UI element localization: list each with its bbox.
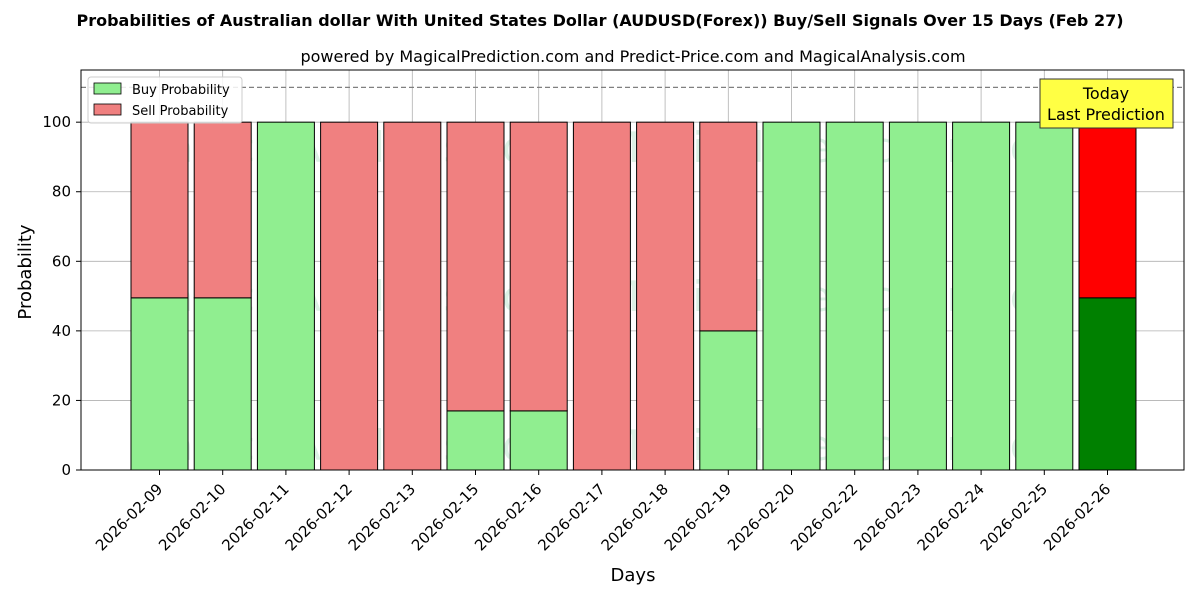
legend: Buy Probability Sell Probability [87, 76, 243, 124]
bar-sell-probability [636, 121, 695, 471]
bar-buy-probability [1078, 297, 1137, 471]
chart-subtitle: powered by MagicalPrediction.com and Pre… [300, 47, 965, 66]
x-tick-label: 2026-02-25 [977, 480, 1051, 554]
y-tick-label: 80 [52, 183, 71, 201]
bar-sell-probability [1078, 121, 1137, 299]
y-tick-label: 100 [42, 113, 71, 131]
bar-buy-probability [193, 297, 252, 471]
y-tick-label: 0 [61, 461, 71, 479]
bar-sell-probability [572, 121, 631, 471]
bar-buy-probability [509, 410, 568, 471]
bar-sell-probability [130, 121, 189, 299]
bar-buy-probability [1015, 121, 1074, 471]
x-tick-label: 2026-02-19 [661, 480, 735, 554]
annotation-box [1039, 78, 1174, 129]
x-axis-label: Days [611, 565, 656, 586]
x-tick-label: 2026-02-11 [218, 480, 292, 554]
x-axis-ticks: 2026-02-092026-02-102026-02-112026-02-12… [92, 470, 1114, 554]
x-tick-label: 2026-02-17 [534, 480, 608, 554]
bar-buy-probability [446, 410, 505, 471]
bar-sell-probability [446, 121, 505, 412]
y-axis-ticks: 0 20 40 60 80 100 [42, 113, 81, 479]
bar-sell-probability [509, 121, 568, 412]
x-tick-label: 2026-02-16 [471, 480, 545, 554]
bar-group [130, 121, 1137, 471]
legend-box [87, 76, 243, 124]
x-tick-label: 2026-02-09 [92, 480, 166, 554]
x-tick-label: 2026-02-12 [282, 480, 356, 554]
y-axis-label: Probability [15, 224, 36, 319]
legend-buy-swatch [93, 82, 122, 95]
bar-buy-probability [256, 121, 315, 471]
bar-buy-probability [130, 297, 189, 471]
x-tick-label: 2026-02-24 [914, 480, 988, 554]
annotation-line1: Today [1082, 84, 1129, 103]
plot-frame [80, 69, 1185, 471]
x-tick-label: 2026-02-10 [155, 480, 229, 554]
bar-buy-probability [762, 121, 821, 471]
x-tick-label: 2026-02-18 [598, 480, 672, 554]
bar-sell-probability [193, 121, 252, 299]
bar-sell-probability [699, 121, 758, 332]
annotation-line2: Last Prediction [1047, 105, 1165, 124]
today-annotation: Today Last Prediction [1039, 78, 1174, 129]
chart-title: Probabilities of Australian dollar With … [76, 11, 1123, 30]
bar-sell-probability [320, 121, 379, 471]
bar-buy-probability [825, 121, 884, 471]
bar-sell-probability [383, 121, 442, 471]
bar-buy-probability [888, 121, 947, 471]
bar-buy-probability [699, 330, 758, 471]
legend-buy-label: Buy Probability [132, 83, 230, 98]
x-tick-label: 2026-02-23 [850, 480, 924, 554]
y-tick-label: 20 [52, 391, 71, 409]
x-tick-label: 2026-02-13 [345, 480, 419, 554]
legend-sell-swatch [93, 103, 122, 116]
y-tick-label: 40 [52, 322, 71, 340]
x-tick-label: 2026-02-15 [408, 480, 482, 554]
x-tick-label: 2026-02-26 [1040, 480, 1114, 554]
y-tick-label: 60 [52, 252, 71, 270]
bar-buy-probability [952, 121, 1011, 471]
x-tick-label: 2026-02-20 [724, 480, 798, 554]
x-tick-label: 2026-02-22 [787, 480, 861, 554]
legend-sell-label: Sell Probability [132, 104, 229, 119]
